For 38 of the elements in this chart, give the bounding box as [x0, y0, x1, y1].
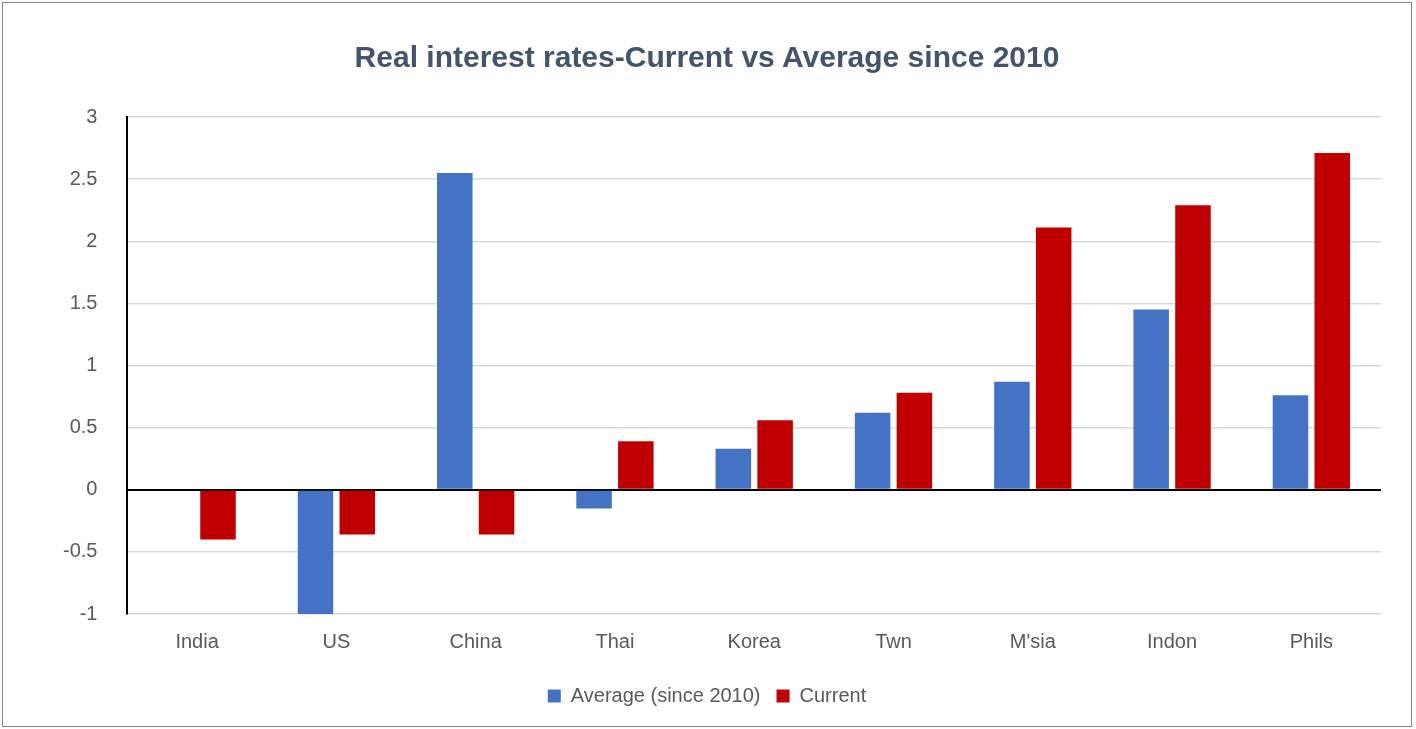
y-tick-label: 3 — [86, 104, 98, 127]
chart-title: Real interest rates-Current vs Average since 2010 — [354, 40, 1060, 74]
y-tick-label: 1 — [86, 353, 98, 376]
x-tick-label: India — [175, 629, 220, 652]
x-tick-label: Thai — [595, 629, 635, 652]
y-tick-label: -0.5 — [62, 539, 98, 562]
y-tick-label: 2.5 — [69, 166, 98, 189]
legend-label: Current — [799, 683, 867, 706]
y-tick-label: 1.5 — [69, 290, 98, 313]
bar — [437, 172, 473, 489]
x-tick-label: Indon — [1147, 629, 1198, 652]
bar — [1175, 205, 1211, 489]
x-tick-label: Korea — [727, 629, 782, 652]
bar — [1314, 153, 1351, 489]
bar — [854, 412, 891, 489]
bar — [576, 490, 612, 509]
legend-label: Average (since 2010) — [570, 683, 761, 706]
x-tick-label: US — [322, 629, 351, 652]
bar — [618, 441, 654, 489]
y-tick-label: 2 — [86, 228, 98, 251]
bar — [1035, 227, 1072, 489]
y-tick-label: -1 — [79, 601, 98, 624]
x-tick-label: Twn — [875, 629, 912, 652]
x-tick-label: China — [449, 629, 503, 652]
bar — [297, 490, 334, 614]
y-tick-label: 0.5 — [69, 415, 98, 438]
bar — [896, 392, 933, 489]
y-tick-label: 0 — [86, 477, 98, 500]
bar — [1133, 309, 1169, 489]
x-tick-label: M'sia — [1009, 629, 1057, 652]
bar — [715, 448, 752, 489]
x-tick-label: Phils — [1289, 629, 1334, 652]
bar — [994, 381, 1030, 489]
bar — [478, 490, 515, 535]
bar — [200, 490, 236, 540]
bar — [1272, 395, 1309, 489]
bar — [339, 490, 376, 535]
bar — [757, 420, 793, 489]
